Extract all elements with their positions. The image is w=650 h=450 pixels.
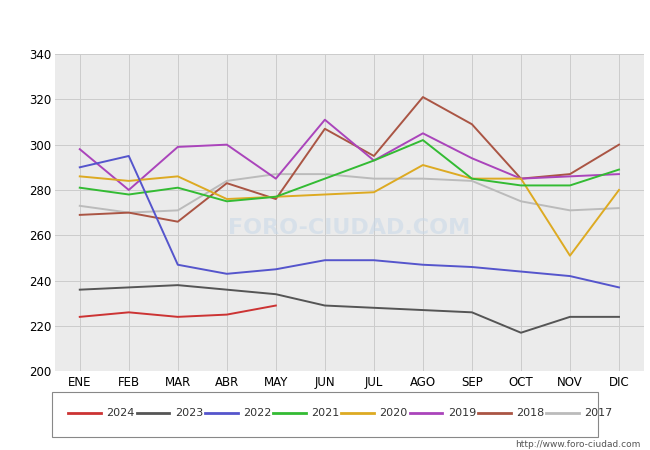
Text: 2022: 2022 <box>243 408 272 418</box>
Text: Afiliados en Verdú a 31/5/2024: Afiliados en Verdú a 31/5/2024 <box>187 14 463 33</box>
Text: 2019: 2019 <box>448 408 476 418</box>
Text: 2018: 2018 <box>516 408 544 418</box>
Text: http://www.foro-ciudad.com: http://www.foro-ciudad.com <box>515 440 640 449</box>
Text: 2021: 2021 <box>311 408 339 418</box>
Text: 2024: 2024 <box>107 408 135 418</box>
Text: 2017: 2017 <box>584 408 612 418</box>
Text: FORO-CIUDAD.COM: FORO-CIUDAD.COM <box>228 219 471 238</box>
Text: 2020: 2020 <box>380 408 408 418</box>
FancyBboxPatch shape <box>52 392 598 436</box>
Text: 2023: 2023 <box>175 408 203 418</box>
